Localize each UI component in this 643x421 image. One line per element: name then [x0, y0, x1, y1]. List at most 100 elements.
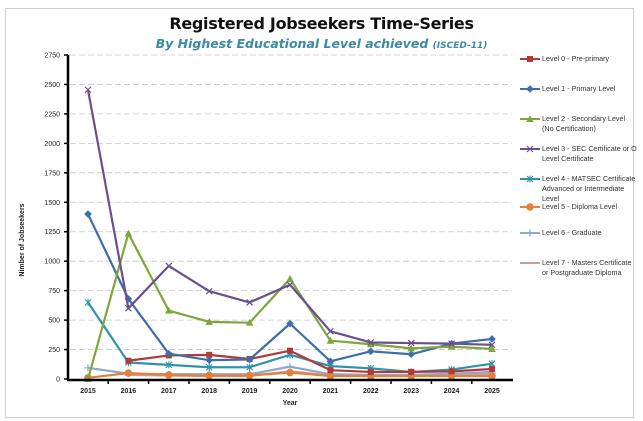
data-point [407, 350, 415, 359]
data-point [245, 355, 254, 364]
gridlines [70, 54, 512, 350]
data-point [526, 203, 534, 211]
legend-marker-icon [526, 203, 534, 211]
legend-marker-icon [526, 85, 534, 93]
series-line [128, 349, 493, 374]
data-point [488, 372, 496, 380]
y-tick-label: 1500 [44, 200, 60, 207]
y-tick-label: 2000 [44, 141, 60, 148]
chart-title: Registered Jobseekers Time-Series [169, 14, 474, 33]
data-point [205, 371, 213, 380]
x-tick-label: 2018 [201, 388, 217, 395]
data-point [488, 345, 496, 352]
legend-label: Level 1 - Primary Level [542, 84, 616, 93]
y-tick-label: 1750 [44, 170, 60, 177]
x-axis-title: Year [283, 400, 298, 407]
x-tick-label: 2024 [444, 388, 460, 395]
data-point [84, 210, 92, 218]
series-3 [84, 86, 496, 349]
data-point [206, 351, 213, 358]
data-point [326, 336, 335, 344]
data-point [367, 340, 375, 348]
data-point [165, 361, 173, 369]
data-point [205, 287, 213, 295]
legend-marker-icon [526, 262, 534, 264]
data-point [526, 175, 534, 183]
data-point [489, 365, 495, 372]
data-point [526, 115, 534, 122]
data-point [205, 318, 213, 325]
data-point [448, 340, 456, 348]
y-tick-label: 1000 [44, 259, 60, 266]
y-tick-label: 250 [48, 347, 60, 354]
data-point [326, 327, 334, 335]
data-point [448, 368, 455, 375]
chart-subtitle: By Highest Educational Level achieved (I… [0, 36, 643, 51]
series-5 [84, 368, 496, 382]
data-point [205, 356, 213, 364]
legend-label: Level 4 - MATSEC Certificate Advanced or… [542, 174, 636, 203]
x-tick-label: 2017 [161, 388, 177, 395]
data-point [246, 298, 254, 306]
chart-subtitle-suffix: (ISCED-11) [432, 41, 488, 51]
data-point [367, 339, 375, 346]
data-point [527, 56, 533, 62]
y-tick-label: 1250 [44, 229, 60, 236]
y-tick-label: 750 [48, 288, 60, 295]
x-tick-label: 2019 [242, 388, 258, 395]
data-point [367, 347, 375, 356]
x-tick-label: 2020 [282, 388, 298, 395]
data-point [286, 275, 294, 282]
legend-marker-icon [526, 175, 534, 183]
data-point [124, 229, 133, 237]
data-point [124, 304, 132, 312]
legend-marker-icon [526, 229, 534, 237]
series-line [86, 89, 493, 346]
data-point [526, 85, 534, 93]
data-point [526, 145, 534, 153]
data-point [205, 363, 213, 371]
x-tick-label: 2016 [121, 388, 137, 395]
series-line [87, 301, 493, 374]
legend-label: Level 5 - Diploma Level [542, 202, 618, 211]
data-point [165, 349, 173, 358]
data-point [326, 372, 335, 380]
data-point [125, 357, 132, 364]
y-tick-label: 2750 [44, 53, 60, 60]
data-point [245, 318, 254, 326]
data-point [165, 262, 173, 270]
legend-label: Level 6 - Graduate [542, 228, 602, 237]
data-point [526, 229, 534, 237]
data-point [124, 369, 133, 377]
data-point [407, 344, 415, 352]
data-point [408, 368, 415, 375]
y-tick-label: 500 [48, 318, 60, 325]
legend-marker-icon [526, 115, 534, 122]
y-tick-label: 2500 [44, 82, 60, 89]
y-axis-ticks: 0 250 500 750 1000 1250 1500 1750 2000 2250 2500 27… [44, 53, 68, 384]
legend-marker-icon [527, 56, 533, 62]
data-point [488, 341, 496, 349]
data-point [367, 368, 374, 375]
series-1 [84, 210, 496, 366]
x-tick-label: 2023 [403, 388, 419, 395]
x-axis-ticks: 2015 2016 2017 2018 2019 2020 2021 2022 2023 2024… [80, 380, 500, 395]
y-tick-label: 0 [56, 377, 60, 384]
data-point [84, 86, 92, 94]
data-point [84, 298, 92, 306]
x-tick-label: 2022 [363, 388, 379, 395]
legend-marker-icon [526, 145, 534, 153]
legend-label: Level 3 - SEC Certificate or O Level Cer… [542, 144, 637, 163]
data-point [488, 335, 496, 343]
x-tick-label: 2021 [323, 388, 339, 395]
y-axis-title: Nimber of Jobseekers [19, 203, 26, 276]
legend-label: Level 7 - Masters Certificate or Postgra… [542, 258, 632, 277]
x-tick-label: 2025 [484, 388, 500, 395]
legend-label: Level 0 - Pre-primary [542, 54, 610, 63]
data-point [447, 342, 456, 350]
chart-subtitle-main: By Highest Educational Level achieved [155, 36, 429, 51]
data-point [407, 339, 415, 347]
data-point [245, 371, 254, 380]
x-tick-label: 2015 [80, 388, 96, 395]
